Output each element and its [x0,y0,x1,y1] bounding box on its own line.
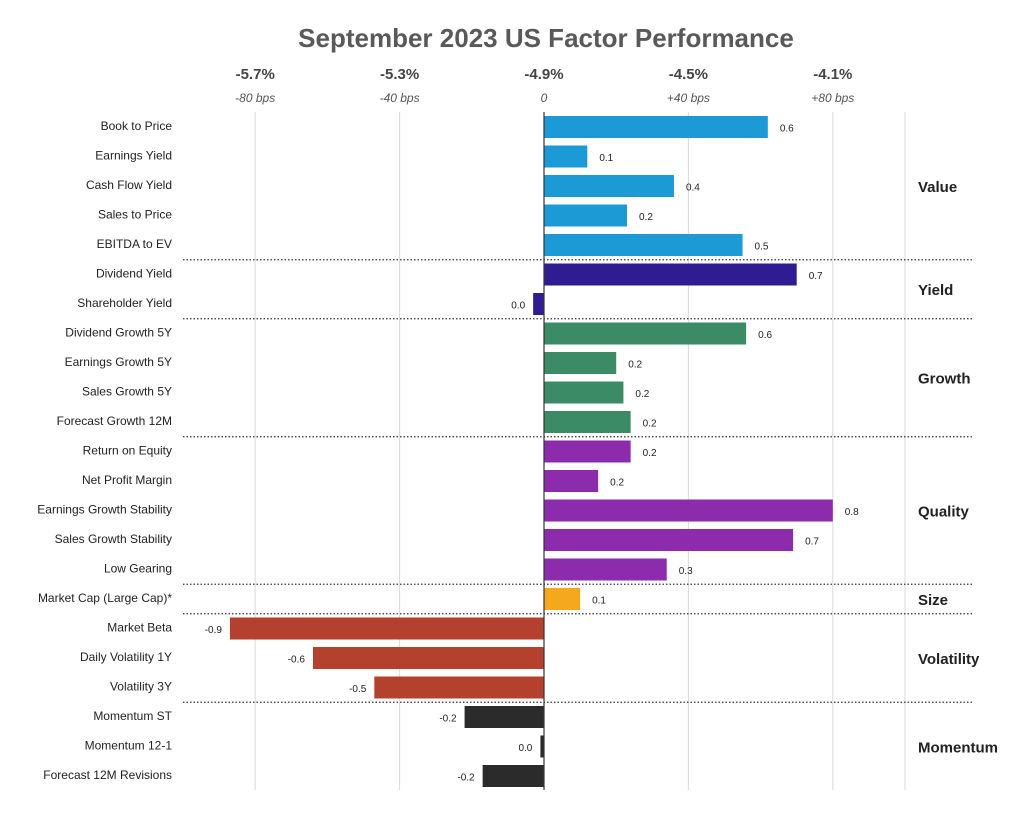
category-label: Dividend Growth 5Y [65,326,172,340]
value-label: 0.8 [845,507,859,518]
value-label: -0.2 [439,714,457,725]
bar [544,499,833,522]
value-label: 0.2 [628,360,642,371]
x-tick-label: -40 bps [380,91,420,105]
value-label: 0.2 [635,389,649,400]
value-label: 0.1 [599,153,613,164]
bar [544,204,628,227]
bar [544,381,624,404]
category-label: Daily Volatility 1Y [80,650,172,664]
bar [544,558,667,581]
bar [229,617,544,640]
value-label: -0.6 [288,655,306,666]
bar [544,175,674,197]
value-label: 0.1 [592,596,606,607]
value-label: 0.2 [643,448,657,459]
bar [544,322,747,345]
value-label: 0.6 [758,330,772,341]
value-label: -0.2 [457,773,475,784]
category-label: Market Beta [107,621,172,635]
value-label: 0.2 [643,419,657,430]
category-label: EBITDA to EV [97,237,172,251]
value-label: 0.2 [610,478,624,489]
bar [482,765,544,787]
group-label: Size [918,592,948,609]
category-label: Earnings Growth Stability [37,503,172,517]
category-label: Sales Growth 5Y [82,385,172,399]
value-label: 0.5 [755,242,769,253]
category-label: Volatility 3Y [110,680,172,694]
value-label: 0.7 [805,537,819,548]
group-label: Value [918,179,957,196]
bar [374,676,544,699]
bar [544,411,631,433]
bar [464,706,544,728]
category-label: Forecast Growth 12M [57,414,172,428]
value-label: 0.0 [518,743,532,754]
bar [544,470,599,492]
bar [544,263,797,286]
category-label: Low Gearing [104,562,172,576]
group-label: Momentum [918,739,998,756]
x2-tick-label: -4.1% [813,66,852,83]
bar [540,735,544,758]
value-label: 0.0 [511,301,525,312]
bar [533,293,544,315]
x2-tick-label: -5.3% [380,66,419,83]
bar [312,647,544,669]
x-tick-label: +80 bps [811,91,854,105]
category-label: Book to Price [101,119,173,133]
category-label: Earnings Growth 5Y [65,355,172,369]
value-label: 0.2 [639,212,653,223]
group-label: Volatility [918,651,980,668]
category-label: Sales Growth Stability [55,532,172,546]
group-label: Growth [918,371,971,388]
category-label: Return on Equity [83,444,172,458]
category-label: Shareholder Yield [77,296,172,310]
x-tick-label: 0 [541,91,548,105]
x2-tick-label: -4.5% [669,66,708,83]
x2-tick-label: -5.7% [236,66,275,83]
category-label: Dividend Yield [96,267,172,281]
group-label: Quality [918,503,970,520]
category-label: Momentum ST [93,709,172,723]
bar [544,440,631,463]
value-label: -0.9 [205,625,223,636]
category-label: Momentum 12-1 [85,739,173,753]
category-label: Net Profit Margin [82,473,172,487]
category-label: Forecast 12M Revisions [43,768,172,782]
category-label: Market Cap (Large Cap)* [38,591,172,605]
category-label: Sales to Price [98,208,172,222]
bar [544,352,617,374]
value-label: 0.7 [809,271,823,282]
x-tick-label: -80 bps [235,91,275,105]
bar [544,529,794,551]
x2-tick-label: -4.9% [524,66,563,83]
bar [544,145,588,168]
bar [544,116,768,138]
value-label: -0.5 [349,684,367,695]
value-label: 0.6 [780,124,794,135]
group-label: Yield [918,282,953,299]
bar [544,234,743,256]
bar [544,588,581,610]
category-label: Cash Flow Yield [86,178,172,192]
value-label: 0.3 [679,566,693,577]
chart-title: September 2023 US Factor Performance [298,23,794,53]
category-label: Earnings Yield [95,149,172,163]
x-tick-label: +40 bps [667,91,710,105]
value-label: 0.4 [686,183,700,194]
